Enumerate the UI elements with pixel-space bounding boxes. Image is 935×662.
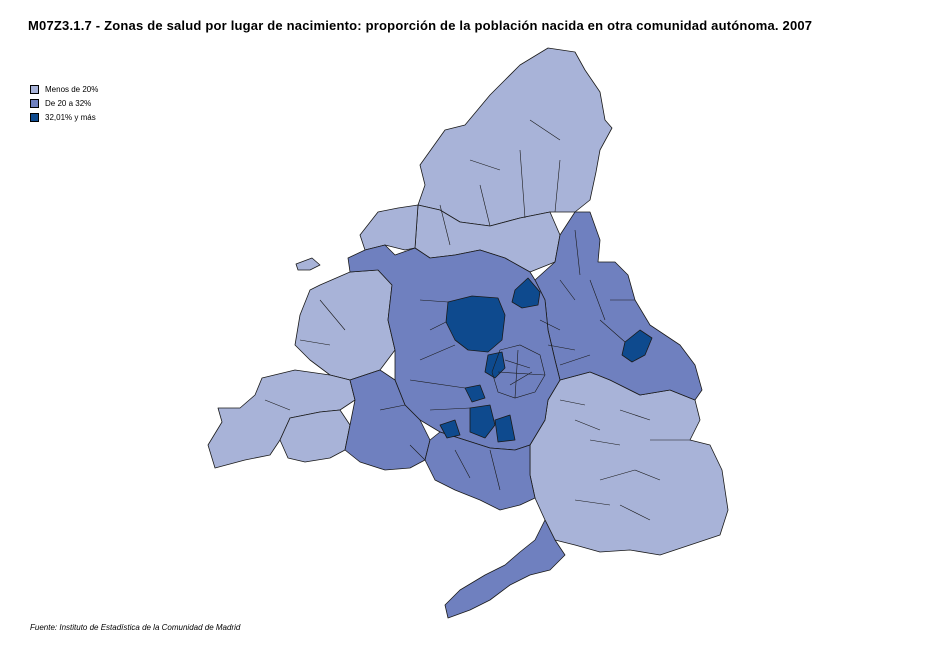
zone-high-south-b — [494, 414, 516, 443]
legend-label-high: 32,01% y más — [45, 113, 96, 122]
legend-swatch-high — [30, 113, 39, 122]
zone-high-east — [621, 329, 653, 363]
zone-islet — [295, 257, 321, 271]
zone-high-center-a — [484, 351, 506, 379]
zone-high-northwest-large — [445, 295, 506, 353]
legend-label-low: Menos de 20% — [45, 85, 99, 94]
source-note: Fuente: Instituto de Estadística de la C… — [30, 623, 241, 632]
central-urban-subdivisions — [264, 119, 690, 521]
legend-swatch-medium — [30, 99, 39, 108]
zone-southeast-strip — [444, 519, 566, 619]
zone-high-north-small — [511, 277, 541, 309]
legend-swatch-low — [30, 85, 39, 94]
map-legend: Menos de 20% De 20 a 32% 32,01% y más — [30, 83, 98, 125]
zone-west-upper — [294, 269, 396, 381]
zone-southwest-spur — [279, 409, 351, 463]
zone-high-center-b — [464, 384, 486, 403]
map-title: M07Z3.1.7 - Zonas de salud por lugar de … — [28, 18, 813, 33]
zone-west-lower — [207, 369, 356, 469]
legend-item-high: 32,01% y más — [30, 111, 98, 124]
legend-item-low: Menos de 20% — [30, 83, 98, 96]
zone-north-sierra — [417, 47, 613, 227]
zone-northeast-corridor — [534, 211, 703, 401]
zone-high-south-a — [469, 404, 496, 439]
legend-item-medium: De 20 a 32% — [30, 97, 98, 110]
zone-high-southwest — [439, 419, 461, 439]
zone-southwest-block — [344, 369, 431, 471]
zone-northwest — [359, 204, 419, 251]
zone-east-south — [529, 371, 729, 556]
legend-label-medium: De 20 a 32% — [45, 99, 92, 108]
